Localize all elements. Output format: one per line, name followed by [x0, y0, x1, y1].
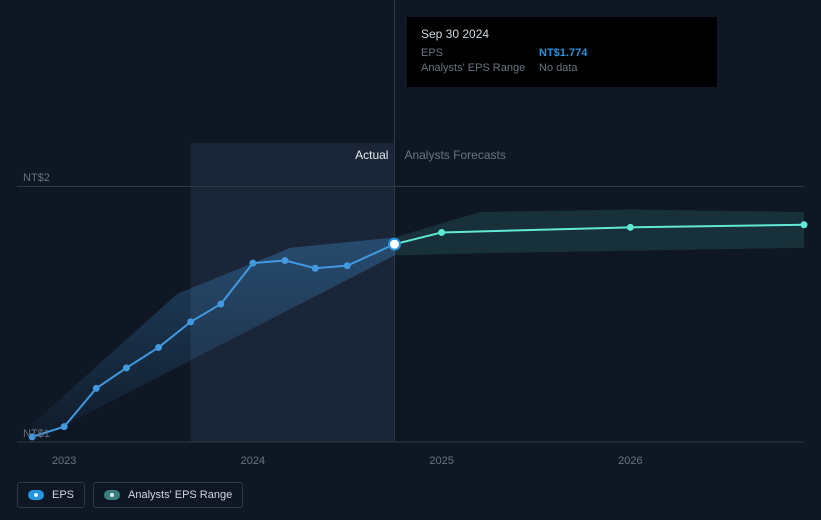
actual-eps-point — [61, 423, 68, 430]
legend-swatch — [28, 490, 44, 500]
y-axis-tick-label: NT$1 — [23, 428, 50, 440]
legend-item[interactable]: Analysts' EPS Range — [93, 482, 243, 508]
tooltip-row-label: Analysts' EPS Range — [421, 62, 539, 74]
eps-chart: NT$1 NT$2 2023 2024 2025 2026 Actual Analyst… — [0, 0, 821, 520]
tooltip-title: Sep 30 2024 — [421, 27, 703, 41]
tooltip-row: EPSNT$1.774 — [421, 47, 703, 59]
legend-item-label: EPS — [52, 489, 74, 501]
tooltip-row-value: No data — [539, 62, 578, 74]
actual-eps-point — [123, 364, 130, 371]
actual-eps-point — [217, 301, 224, 308]
hover-marker — [389, 239, 400, 250]
legend-item[interactable]: EPS — [17, 482, 85, 508]
actual-eps-point — [281, 257, 288, 264]
x-axis-tick-label: 2026 — [610, 455, 650, 467]
actual-region-label: Actual — [355, 148, 388, 162]
tooltip-row-value: NT$1.774 — [539, 47, 587, 59]
forecast-region-label: Analysts Forecasts — [404, 148, 505, 162]
hover-tooltip: Sep 30 2024 EPSNT$1.774Analysts' EPS Ran… — [407, 17, 717, 87]
actual-eps-point — [155, 344, 162, 351]
y-axis-tick-label: NT$2 — [23, 172, 50, 184]
x-axis-tick-label: 2024 — [233, 455, 273, 467]
forecast-eps-point — [627, 224, 634, 231]
x-axis-tick-label: 2023 — [44, 455, 84, 467]
actual-eps-point — [93, 385, 100, 392]
x-axis-tick-label: 2025 — [422, 455, 462, 467]
forecast-eps-point — [438, 229, 445, 236]
legend-swatch — [104, 490, 120, 500]
chart-legend: EPS Analysts' EPS Range — [17, 482, 243, 508]
legend-item-label: Analysts' EPS Range — [128, 489, 232, 501]
actual-eps-point — [187, 318, 194, 325]
actual-eps-point — [249, 260, 256, 267]
forecast-eps-point — [801, 221, 808, 228]
tooltip-row: Analysts' EPS RangeNo data — [421, 62, 703, 74]
actual-eps-point — [312, 265, 319, 272]
tooltip-row-label: EPS — [421, 47, 539, 59]
actual-eps-point — [344, 262, 351, 269]
